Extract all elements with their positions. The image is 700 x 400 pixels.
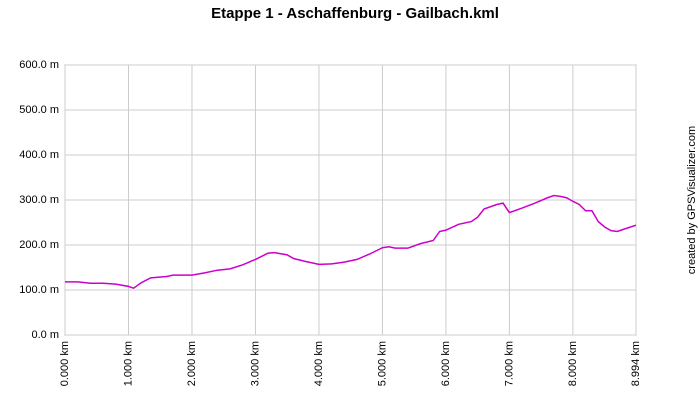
x-tick-label: 3.000 km	[249, 341, 261, 386]
y-tick-label: 100.0 m	[19, 284, 59, 296]
y-tick-label: 400.0 m	[19, 149, 59, 161]
x-tick-label: 4.000 km	[313, 341, 325, 386]
y-tick-label: 200.0 m	[19, 239, 59, 251]
x-tick-label: 5.000 km	[376, 341, 388, 386]
y-tick-label: 300.0 m	[19, 194, 59, 206]
x-tick-label: 8.994 km	[630, 341, 642, 386]
y-tick-label: 600.0 m	[19, 59, 59, 71]
x-tick-label: 7.000 km	[503, 341, 515, 386]
y-tick-label: 0.0 m	[31, 329, 59, 341]
credit: created by GPSVisualizer.com	[686, 126, 698, 274]
y-tick-label: 500.0 m	[19, 104, 59, 116]
x-tick-label: 6.000 km	[440, 341, 452, 386]
elevation-line	[65, 194, 637, 290]
x-tick-label: 8.000 km	[567, 341, 579, 386]
x-tick-label: 0.000 km	[59, 341, 71, 386]
x-tick-label: 2.000 km	[186, 341, 198, 386]
chart-title: Etappe 1 - Aschaffenburg - Gailbach.kml	[211, 5, 499, 22]
x-tick-label: 1.000 km	[122, 341, 134, 386]
